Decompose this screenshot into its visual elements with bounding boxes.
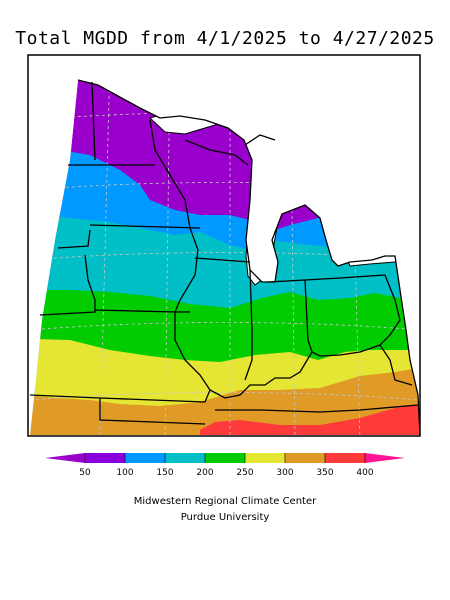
legend-bin bbox=[45, 453, 85, 463]
border-va-ky bbox=[379, 344, 413, 386]
border-wi-il bbox=[194, 257, 251, 263]
border-mi-oh bbox=[267, 277, 341, 283]
band-200-250 bbox=[30, 290, 420, 435]
band-300-350 bbox=[30, 368, 420, 435]
border-il-ky bbox=[209, 351, 313, 399]
border-oh-wv bbox=[311, 274, 401, 357]
border-mn-wi bbox=[149, 119, 191, 229]
outside-land bbox=[28, 55, 420, 436]
legend-tick-label: 50 bbox=[79, 468, 91, 478]
map-title: Total MGDD from 4/1/2025 to 4/27/2025 bbox=[15, 28, 435, 49]
legend-tick-label: 100 bbox=[116, 468, 133, 478]
border-mo-ar bbox=[99, 398, 206, 425]
border-mo-il bbox=[174, 312, 211, 403]
border-ia-il bbox=[174, 227, 199, 313]
border-sd-ne bbox=[57, 229, 91, 249]
legend-tick-label: 350 bbox=[316, 468, 333, 478]
legend-tick-label: 200 bbox=[196, 468, 213, 478]
border-nd-mn bbox=[91, 81, 96, 161]
legend-bin bbox=[205, 453, 245, 463]
land-outline bbox=[77, 79, 421, 436]
legend-bin bbox=[125, 453, 165, 463]
legend-bin bbox=[325, 453, 365, 463]
legend-tick-label: 150 bbox=[156, 468, 173, 478]
border-wi-mi bbox=[184, 139, 249, 166]
border-ky-tn bbox=[215, 404, 419, 413]
credit-line-1: Midwestern Regional Climate Center bbox=[133, 496, 317, 507]
credit-line-2: Purdue University bbox=[180, 512, 270, 523]
legend-tick-label: 250 bbox=[236, 468, 253, 478]
border-in-oh bbox=[304, 279, 313, 353]
legend-bin bbox=[365, 453, 405, 463]
border-mi-up bbox=[244, 134, 276, 146]
legend-bin bbox=[85, 453, 125, 463]
state-boundaries bbox=[29, 79, 421, 436]
border-il-in bbox=[244, 269, 253, 381]
legend-bin bbox=[165, 453, 205, 463]
border-ne-ks bbox=[39, 254, 96, 316]
legend-tick-label: 300 bbox=[276, 468, 293, 478]
border-mn-ia bbox=[89, 224, 201, 229]
color-legend: 50 100 150 200 250 300 350 400 bbox=[45, 453, 405, 478]
legend-bin bbox=[285, 453, 325, 463]
map-frame bbox=[27, 54, 421, 437]
legend-tick-label: 400 bbox=[356, 468, 373, 478]
legend-bin bbox=[245, 453, 285, 463]
